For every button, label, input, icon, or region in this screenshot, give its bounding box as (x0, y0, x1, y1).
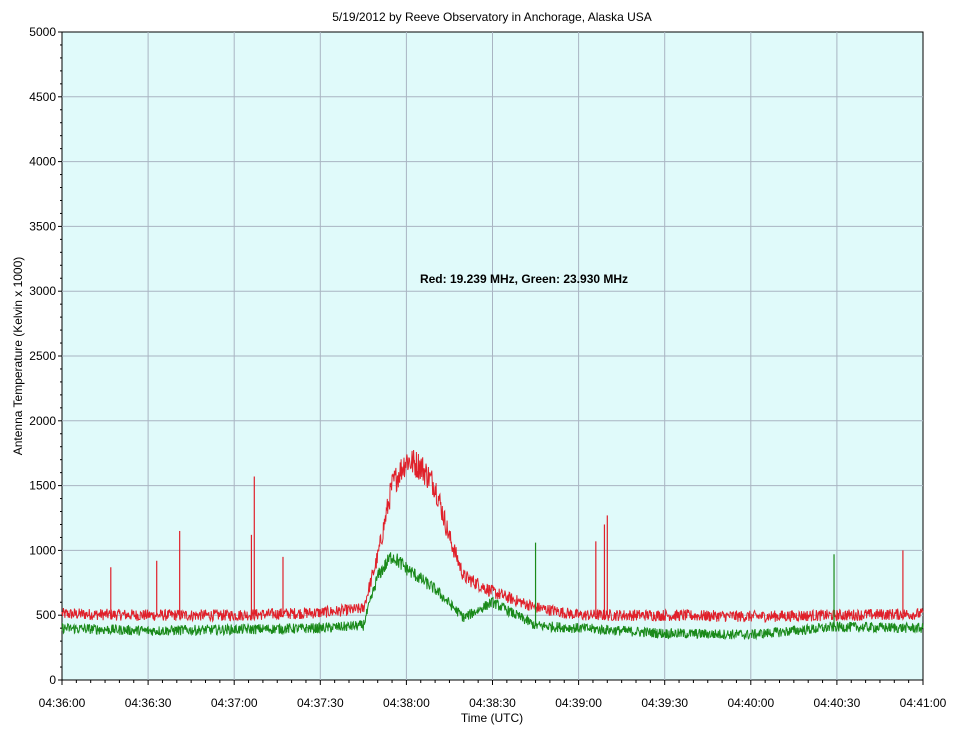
x-axis-ticks: 04:36:00 04:36:30 04:37:00 04:37:30 04:38:00… (39, 680, 947, 710)
x-tick-label: 04:36:00 (39, 696, 86, 710)
annotation: Red: 19.239 MHz, Green: 23.930 MHz (420, 272, 628, 286)
series-line (61, 552, 924, 641)
y-tick-label: 2500 (29, 349, 56, 363)
x-tick-label: 04:36:30 (125, 696, 172, 710)
y-tick-label: 5000 (29, 25, 56, 39)
series-line (61, 449, 924, 623)
x-tick-label: 04:40:00 (727, 696, 774, 710)
x-tick-label: 04:38:30 (469, 696, 516, 710)
x-tick-label: 04:38:00 (383, 696, 430, 710)
series-red (61, 449, 924, 623)
y-tick-label: 2000 (29, 414, 56, 428)
x-tick-label: 04:37:30 (297, 696, 344, 710)
y-axis-title: Antenna Temperature (Kelvin x 1000) (11, 257, 25, 456)
y-axis-ticks: 0 500 1000 1500 2000 2500 3000 3500 4000 4500 5000 (29, 25, 62, 687)
y-tick-label: 500 (36, 608, 56, 622)
grid-lines (62, 32, 923, 680)
y-tick-label: 1000 (29, 543, 56, 557)
series-green (61, 542, 924, 641)
chart-title: 5/19/2012 by Reeve Observatory in Anchor… (332, 10, 652, 24)
x-tick-label: 04:39:30 (641, 696, 688, 710)
x-tick-label: 04:40:30 (814, 696, 861, 710)
y-tick-label: 4000 (29, 155, 56, 169)
x-tick-label: 04:37:00 (211, 696, 258, 710)
x-tick-label: 04:41:00 (900, 696, 947, 710)
y-tick-label: 3500 (29, 219, 56, 233)
x-tick-label: 04:39:00 (555, 696, 602, 710)
x-axis-title: Time (UTC) (461, 711, 523, 725)
y-tick-label: 0 (49, 673, 56, 687)
y-tick-label: 3000 (29, 284, 56, 298)
y-tick-label: 4500 (29, 90, 56, 104)
y-tick-label: 1500 (29, 479, 56, 493)
